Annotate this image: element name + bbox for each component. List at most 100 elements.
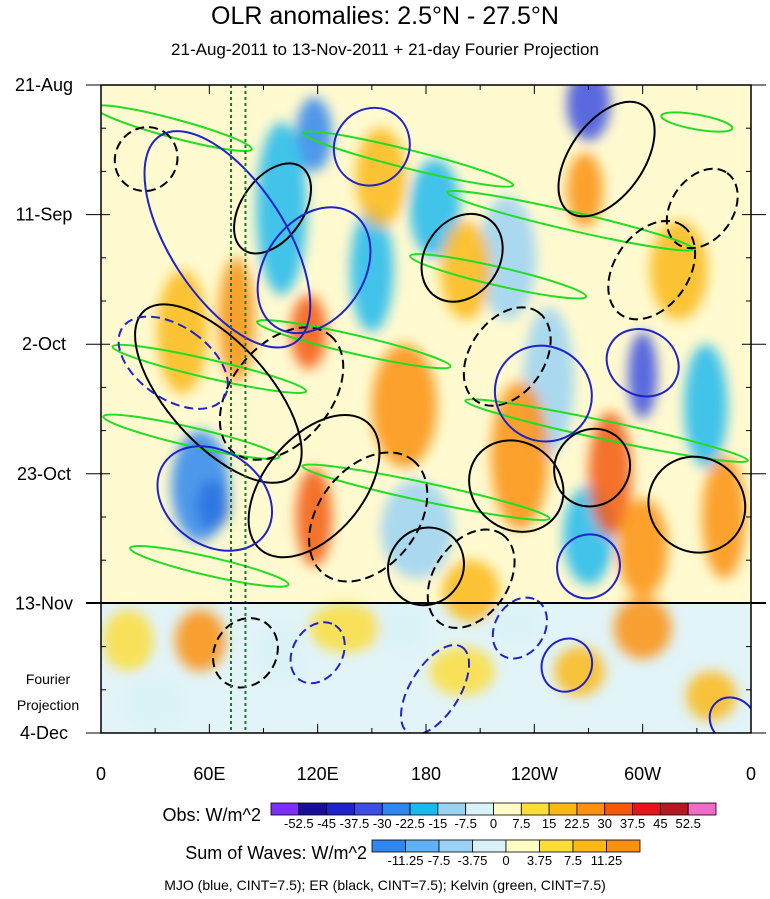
waves-colorbar-swatch-5 (539, 839, 574, 853)
obs-colorbar-swatch-13 (632, 802, 661, 816)
waves-colorbar-level-6: 11.25 (591, 853, 623, 868)
er-contour-4 (557, 100, 656, 218)
mjo-contour-2 (332, 106, 411, 187)
projection-blob-0 (175, 609, 226, 672)
obs-colorbar-level-7: 0 (490, 816, 497, 831)
obs-colorbar-level-2: -37.5 (340, 816, 370, 831)
waves-colorbar-swatch-1 (405, 839, 440, 853)
x-tick-label-0: 0 (96, 764, 106, 784)
x-tick-label-2: 120E (297, 764, 339, 784)
projection-blob-9 (491, 603, 542, 641)
obs-anomaly-blob-9 (628, 331, 658, 419)
er-contour-2 (233, 162, 312, 255)
obs-colorbar-swatch-2 (326, 802, 355, 816)
x-tick-label-6: 0 (746, 764, 756, 784)
obs-colorbar-swatch-5 (409, 802, 439, 816)
er-contour-7 (553, 427, 632, 508)
kelvin-contour-6 (102, 413, 281, 460)
kelvin-contour-5 (464, 398, 749, 463)
mjo-contour-3 (156, 445, 274, 552)
mjo-contour-1 (256, 206, 372, 335)
kelvin-contour-8 (129, 544, 290, 588)
obs-colorbar-level-1: -45 (317, 816, 336, 831)
obs-colorbar-level-6: -7.5 (454, 816, 476, 831)
kelvin-contour-2 (446, 189, 695, 252)
obs-anomaly-blob-15 (156, 270, 208, 394)
er-contour-14 (426, 528, 516, 629)
obs-colorbar-level-11: 30 (598, 816, 612, 831)
waves-colorbar-swatch-0 (371, 839, 406, 853)
waves-colorbar-swatch-2 (438, 839, 473, 853)
obs-colorbar-swatch-6 (437, 802, 467, 816)
projection-blob-3 (686, 671, 737, 721)
waves-colorbar-level-4: 3.75 (527, 853, 552, 868)
projection-blob-5 (429, 646, 495, 696)
x-tick-label-4: 120W (511, 764, 558, 784)
obs-anomaly-blob-2 (296, 97, 333, 172)
waves-colorbar-swatch-4 (505, 839, 540, 853)
mjo-contour-10 (400, 643, 471, 733)
y-tick-label-1: 11-Sep (16, 205, 73, 225)
y-tick-label-4: 13-Nov (15, 593, 73, 613)
x-tick-label-5: 60W (624, 764, 661, 784)
obs-colorbar-level-0: -52.5 (284, 816, 314, 831)
obs-anomaly-blob-25 (442, 560, 501, 622)
er-contour-3 (420, 212, 504, 303)
obs-anomaly-blob-5 (409, 159, 461, 258)
er-contour-9 (218, 326, 345, 461)
mjo-contour-7 (540, 637, 594, 693)
projection-blob-2 (554, 646, 605, 696)
obs-anomaly-blob-10 (684, 344, 728, 468)
obs-colorbar-swatch-1 (298, 802, 328, 816)
obs-anomaly-blob-18 (440, 220, 491, 320)
waves-colorbar: -11.25 -7.5 -3.75 0 3.75 7.5 11.25 (371, 839, 641, 868)
obs-anomaly-blob-4 (350, 208, 394, 332)
obs-colorbar-swatch-11 (576, 802, 606, 816)
obs-colorbar-swatch-9 (520, 802, 550, 816)
mjo-contour-5 (605, 328, 680, 398)
mjo-contour-6 (556, 533, 621, 600)
x-tick-label-3: 180 (411, 764, 441, 784)
projection-blob-8 (379, 603, 430, 653)
er-contour-0 (134, 303, 303, 484)
projection-blob-6 (102, 609, 154, 672)
y-tick-label-2: 2-Oct (22, 334, 66, 354)
er-contour-12 (607, 219, 697, 321)
obs-anomaly-blob-17 (371, 344, 437, 468)
mjo-contour-8 (708, 696, 751, 733)
y-tick-label-5: 4-Dec (20, 723, 68, 743)
mjo-contour-4 (493, 344, 593, 443)
y-tick-label-3: 23-Oct (17, 464, 71, 484)
x-tick-label-1: 60E (193, 764, 225, 784)
obs-anomaly-blob-21 (617, 498, 668, 598)
waves-colorbar-level-0: -11.25 (388, 853, 424, 868)
waves-colorbar-swatch-3 (472, 839, 507, 853)
obs-anomaly-blob-23 (355, 128, 407, 227)
obs-colorbar-swatch-12 (604, 802, 633, 816)
obs-colorbar-level-8: 7.5 (512, 816, 530, 831)
er-contour-6 (468, 439, 565, 533)
waves-colorbar-level-2: -3.75 (458, 853, 488, 868)
er-contour-10 (308, 451, 429, 583)
obs-anomaly-blob-22 (702, 455, 746, 579)
obs-colorbar-swatch-8 (493, 802, 522, 816)
chart-title: OLR anomalies: 2.5°N - 27.5°N (211, 2, 559, 30)
obs-anomaly-blob-6 (478, 196, 537, 320)
kelvin-contour-7 (301, 463, 551, 522)
waves-colorbar-swatch-6 (572, 839, 607, 853)
olr-field (101, 85, 751, 733)
obs-colorbar-swatch-0 (270, 802, 300, 816)
obs-colorbar-level-10: 22.5 (564, 816, 589, 831)
obs-anomaly-blob-19 (491, 381, 549, 530)
projection-label-line2: Projection (17, 697, 79, 713)
kelvin-contour-4 (255, 319, 452, 370)
waves-colorbar-level-3: 0 (502, 853, 509, 868)
er-contour-11 (462, 306, 552, 407)
waves-colorbar-swatch-7 (606, 839, 641, 853)
obs-anomaly-blob-7 (566, 85, 611, 141)
obs-colorbar-level-9: 15 (542, 816, 556, 831)
kelvin-contour-9 (409, 253, 588, 300)
projection-blob-7 (256, 621, 307, 684)
obs-colorbar-swatch-7 (465, 802, 494, 816)
